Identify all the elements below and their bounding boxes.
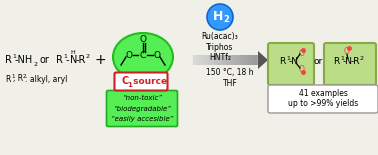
Text: “biodegradable”: “biodegradable” xyxy=(113,106,171,111)
Text: 1: 1 xyxy=(340,55,344,60)
Text: O: O xyxy=(139,35,147,44)
Text: O: O xyxy=(125,51,133,60)
Text: 2: 2 xyxy=(33,62,37,66)
Text: or: or xyxy=(40,55,50,65)
Text: “non-toxic”: “non-toxic” xyxy=(122,95,162,101)
Text: Triphos: Triphos xyxy=(206,42,234,51)
Text: -: - xyxy=(66,55,70,65)
Text: R: R xyxy=(5,75,10,84)
FancyBboxPatch shape xyxy=(268,85,378,113)
Polygon shape xyxy=(195,55,258,65)
Text: 1: 1 xyxy=(286,55,290,60)
Text: 2: 2 xyxy=(360,55,364,60)
Text: HNTf₂: HNTf₂ xyxy=(209,53,231,62)
FancyBboxPatch shape xyxy=(324,43,376,85)
Text: R: R xyxy=(279,58,285,66)
FancyBboxPatch shape xyxy=(107,91,178,126)
Polygon shape xyxy=(258,51,268,69)
Text: +: + xyxy=(94,53,106,67)
Text: N: N xyxy=(70,55,77,65)
Text: -R: -R xyxy=(351,58,361,66)
Text: “easily accesible”: “easily accesible” xyxy=(111,116,173,122)
Text: source: source xyxy=(130,77,167,86)
Text: -R: -R xyxy=(76,55,87,65)
Text: 41 examples: 41 examples xyxy=(299,89,347,98)
Text: O: O xyxy=(153,51,161,60)
Text: : alkyl, aryl: : alkyl, aryl xyxy=(25,75,67,84)
Text: 1: 1 xyxy=(11,73,14,78)
Text: -N: -N xyxy=(289,58,299,66)
Text: 2: 2 xyxy=(86,53,90,58)
Text: 1: 1 xyxy=(63,53,67,58)
Text: O: O xyxy=(299,64,305,73)
Text: 1: 1 xyxy=(12,53,16,58)
Circle shape xyxy=(207,4,233,30)
Text: 1: 1 xyxy=(127,82,132,88)
Text: R: R xyxy=(5,55,12,65)
Text: C: C xyxy=(121,77,128,86)
Text: 2: 2 xyxy=(223,16,229,24)
Text: R: R xyxy=(333,58,339,66)
Text: O: O xyxy=(344,46,350,55)
Text: H: H xyxy=(213,9,223,22)
Text: C: C xyxy=(140,51,146,60)
Text: or: or xyxy=(313,58,323,66)
Text: up to >99% yields: up to >99% yields xyxy=(288,100,358,108)
Text: -N: -N xyxy=(343,58,353,66)
Text: 2: 2 xyxy=(23,73,26,78)
FancyBboxPatch shape xyxy=(115,73,167,91)
Text: , R: , R xyxy=(13,75,23,84)
Text: R: R xyxy=(56,55,63,65)
Text: -NH: -NH xyxy=(15,55,33,65)
Text: 150 °C, 18 h: 150 °C, 18 h xyxy=(206,69,254,78)
Text: O: O xyxy=(299,49,305,58)
Text: H: H xyxy=(70,49,75,55)
FancyBboxPatch shape xyxy=(268,43,314,85)
Text: THF: THF xyxy=(223,78,237,88)
Ellipse shape xyxy=(113,33,173,81)
Text: Ru(acac)₃: Ru(acac)₃ xyxy=(201,33,239,42)
